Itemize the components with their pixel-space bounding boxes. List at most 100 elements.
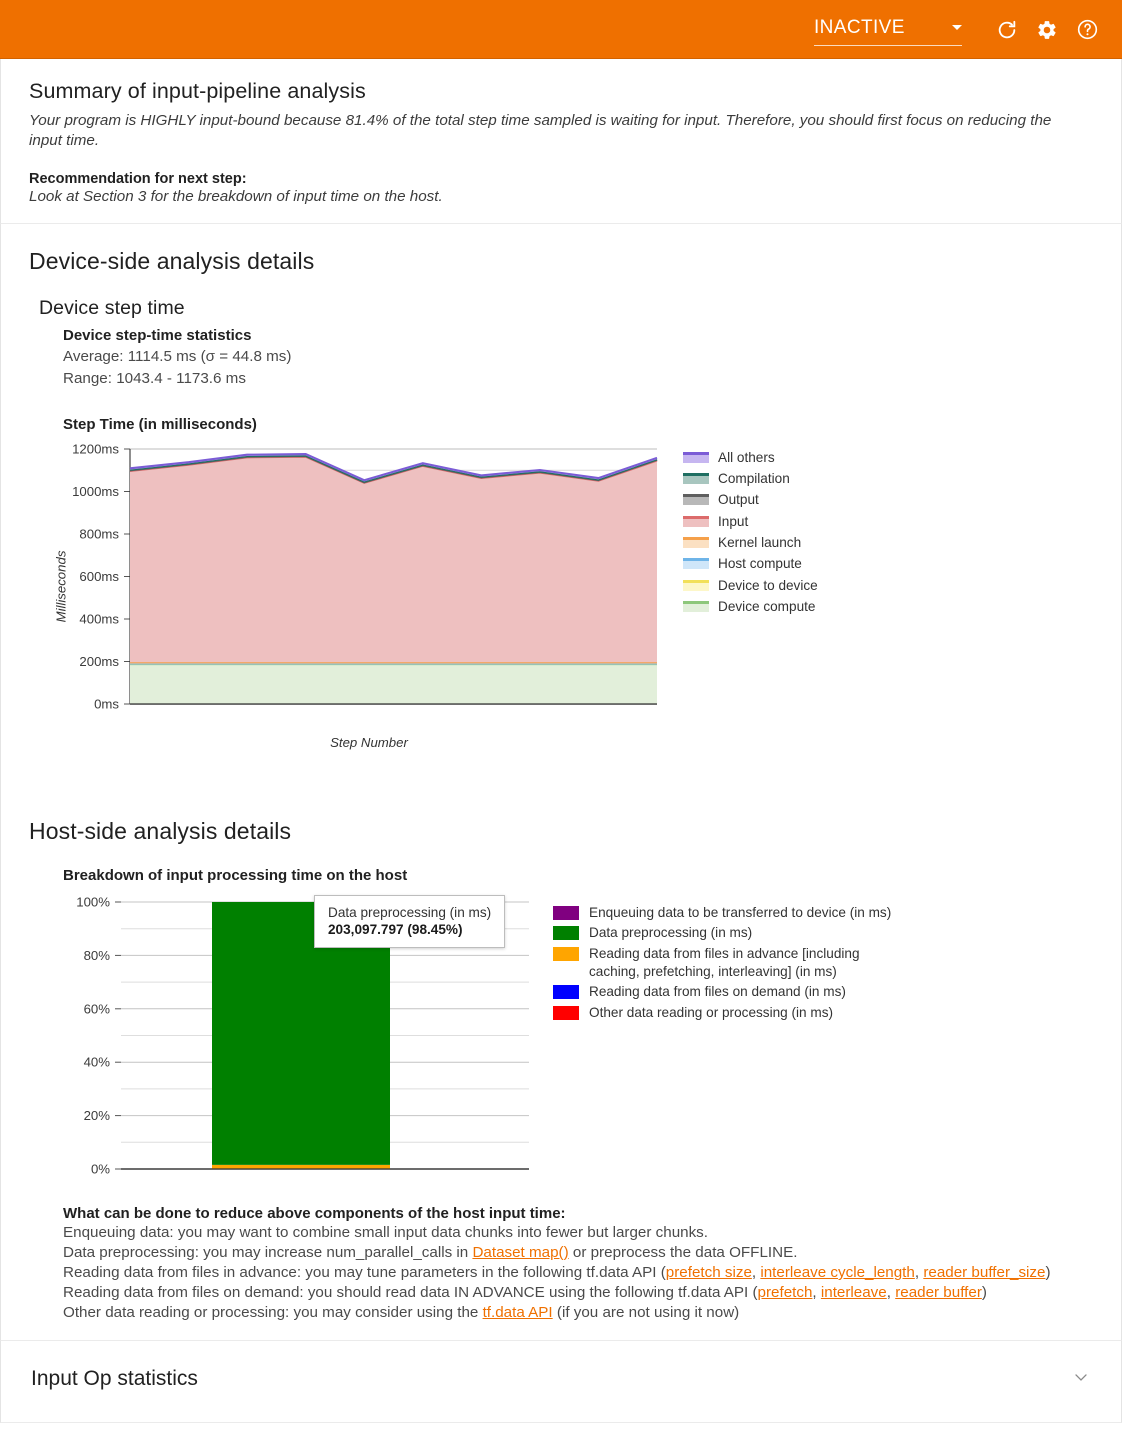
- run-selector-value: INACTIVE: [814, 16, 905, 38]
- legend-item[interactable]: Data preprocessing (in ms): [553, 924, 913, 942]
- link-interleave[interactable]: interleave: [820, 1284, 887, 1302]
- legend-item[interactable]: Device compute: [683, 596, 818, 617]
- link-tfdata-api[interactable]: tf.data API: [482, 1304, 553, 1322]
- link-reader-buffer[interactable]: reader buffer: [895, 1284, 982, 1302]
- legend-color-swatch: [553, 926, 579, 941]
- host-chart-title: Breakdown of input processing time on th…: [63, 866, 408, 884]
- legend-item[interactable]: Kernel launch: [683, 532, 818, 553]
- summary-title: Summary of input-pipeline analysis: [29, 79, 366, 103]
- howto-line-other: Other data reading or processing: you ma…: [63, 1303, 1093, 1323]
- legend-item[interactable]: Host compute: [683, 553, 818, 574]
- input-op-statistics-label: Input Op statistics: [31, 1367, 198, 1391]
- link-prefetch[interactable]: prefetch: [757, 1284, 813, 1302]
- svg-text:800ms: 800ms: [79, 526, 119, 541]
- run-selector-dropdown[interactable]: INACTIVE: [814, 16, 962, 46]
- text-fragment: or preprocess the data OFFLINE.: [568, 1243, 798, 1261]
- legend-color-swatch: [553, 985, 579, 1000]
- legend-item-label: Device compute: [718, 598, 816, 614]
- step-time-y-axis-label: Milliseconds: [53, 550, 69, 623]
- text-fragment: Data preprocessing: you may increase num…: [63, 1243, 473, 1261]
- chevron-down-icon[interactable]: [1071, 1367, 1091, 1392]
- svg-text:80%: 80%: [84, 947, 111, 962]
- legend-item-label: Device to device: [718, 577, 818, 593]
- legend-item[interactable]: Reading data from files on demand (in ms…: [553, 983, 913, 1001]
- legend-color-swatch: [683, 536, 709, 548]
- legend-item-label: Input: [718, 513, 749, 529]
- howto-line-enqueuing: Enqueuing data: you may want to combine …: [63, 1223, 708, 1241]
- legend-color-swatch: [683, 558, 709, 570]
- legend-item-label: All others: [718, 449, 775, 465]
- legend-color-swatch: [683, 494, 709, 506]
- step-time-plot[interactable]: 0ms 200ms 400ms 600ms 800ms 1000ms 1200ms: [63, 441, 675, 728]
- howto-line-read-demand: Reading data from files on demand: you s…: [63, 1283, 1093, 1303]
- howto-title: What can be done to reduce above compone…: [63, 1204, 566, 1222]
- tooltip-series-name: Data preprocessing (in ms): [328, 904, 492, 920]
- legend-item[interactable]: Device to device: [683, 574, 818, 595]
- legend-item[interactable]: Other data reading or processing (in ms): [553, 1004, 913, 1022]
- svg-text:20%: 20%: [84, 1108, 111, 1123]
- device-step-time-subtitle: Device step time: [39, 297, 185, 320]
- svg-text:1000ms: 1000ms: [72, 484, 119, 499]
- legend-item-label: Host compute: [718, 556, 802, 572]
- legend-item[interactable]: Input: [683, 510, 818, 531]
- recommendation-body: Look at Section 3 for the breakdown of i…: [29, 188, 443, 206]
- legend-item[interactable]: Enqueuing data to be transferred to devi…: [553, 904, 913, 922]
- chart-tooltip: Data preprocessing (in ms) 203,097.797 (…: [314, 894, 506, 948]
- svg-text:0%: 0%: [91, 1161, 110, 1176]
- legend-item[interactable]: Reading data from files in advance [incl…: [553, 945, 913, 981]
- legend-item-label: Reading data from files in advance [incl…: [589, 945, 860, 979]
- input-op-statistics-card: Input Op statistics: [0, 1340, 1122, 1423]
- legend-color-swatch: [683, 451, 709, 463]
- device-step-time-statistics: Device step-time statistics Average: 111…: [63, 327, 1093, 432]
- howto-line-read-advance: Reading data from files in advance: you …: [63, 1263, 1093, 1283]
- svg-text:200ms: 200ms: [79, 654, 119, 669]
- refresh-icon[interactable]: [990, 13, 1024, 47]
- legend-item-label: Data preprocessing (in ms): [589, 925, 753, 941]
- legend-color-swatch: [683, 579, 709, 591]
- legend-item[interactable]: All others: [683, 447, 818, 468]
- stats-average: Average: 1114.5 ms (σ = 44.8 ms): [63, 348, 292, 366]
- stats-heading: Device step-time statistics: [63, 327, 252, 345]
- svg-text:60%: 60%: [84, 1001, 111, 1016]
- legend-item-label: Enqueuing data to be transferred to devi…: [589, 904, 892, 920]
- legend-item-label: Reading data from files on demand (in ms…: [589, 984, 846, 1000]
- svg-text:0ms: 0ms: [94, 696, 119, 711]
- link-dataset-map[interactable]: Dataset map(): [472, 1243, 569, 1261]
- step-time-legend: All others Compilation Output Input Kernel l…: [683, 441, 818, 617]
- input-op-statistics-header[interactable]: Input Op statistics: [1, 1341, 1121, 1422]
- text-fragment: ,: [914, 1264, 924, 1282]
- help-icon[interactable]: [1070, 13, 1104, 47]
- legend-item[interactable]: Compilation: [683, 468, 818, 489]
- legend-color-swatch: [683, 600, 709, 612]
- gear-icon[interactable]: [1030, 13, 1064, 47]
- analysis-card: Device-side analysis details Device step…: [0, 224, 1122, 1341]
- legend-item-label: Kernel launch: [718, 534, 802, 550]
- legend-item[interactable]: Output: [683, 489, 818, 510]
- text-fragment: ,: [886, 1284, 896, 1302]
- stats-range: Range: 1043.4 - 1173.6 ms: [63, 370, 246, 388]
- link-reader-buffer-size[interactable]: reader buffer_size: [923, 1264, 1046, 1282]
- host-input-recommendations: What can be done to reduce above compone…: [63, 1205, 1093, 1324]
- svg-text:400ms: 400ms: [79, 611, 119, 626]
- step-time-x-axis-label: Step Number: [330, 734, 408, 750]
- legend-color-swatch: [553, 946, 579, 961]
- link-interleave-cycle-length[interactable]: interleave cycle_length: [760, 1264, 915, 1282]
- link-prefetch-size[interactable]: prefetch size: [665, 1264, 752, 1282]
- text-fragment: (if you are not using it now): [552, 1304, 740, 1322]
- step-time-chart[interactable]: Milliseconds 0ms 200ms 400ms 600ms 800ms 1000…: [53, 441, 1093, 750]
- host-breakdown-chart[interactable]: Breakdown of input processing time on th…: [63, 867, 1093, 1191]
- text-fragment: ): [1045, 1264, 1051, 1282]
- legend-item-label: Other data reading or processing (in ms): [589, 1004, 834, 1020]
- text-fragment: ,: [812, 1284, 821, 1302]
- svg-text:40%: 40%: [84, 1054, 111, 1069]
- host-side-title: Host-side analysis details: [29, 817, 292, 844]
- host-breakdown-legend: Enqueuing data to be transferred to devi…: [553, 894, 913, 1025]
- recommendation-label: Recommendation for next step:: [29, 171, 247, 188]
- svg-text:600ms: 600ms: [79, 569, 119, 584]
- text-fragment: ,: [751, 1264, 761, 1282]
- legend-color-swatch: [683, 473, 709, 485]
- chevron-down-icon: [952, 25, 962, 30]
- host-breakdown-plot[interactable]: 0% 20% 40% 60% 80% 100%: [63, 894, 541, 1186]
- tooltip-series-value: 203,097.797 (98.45%): [328, 921, 463, 937]
- svg-text:100%: 100%: [76, 894, 110, 909]
